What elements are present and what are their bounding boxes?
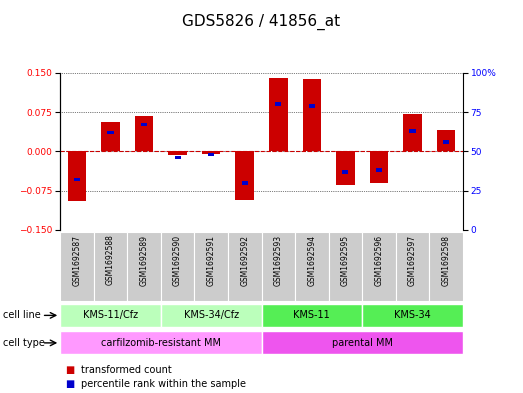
Bar — [362, 232, 396, 301]
Bar — [269, 78, 288, 151]
Bar — [141, 123, 147, 127]
Text: GSM1692595: GSM1692595 — [341, 235, 350, 286]
Text: GSM1692589: GSM1692589 — [140, 235, 149, 286]
Bar — [362, 304, 463, 327]
Text: GDS5826 / 41856_at: GDS5826 / 41856_at — [183, 14, 340, 30]
Text: GSM1692597: GSM1692597 — [408, 235, 417, 286]
Text: GSM1692596: GSM1692596 — [374, 235, 383, 286]
Text: transformed count: transformed count — [81, 365, 172, 375]
Text: ■: ■ — [65, 365, 75, 375]
Bar — [94, 232, 127, 301]
Text: GSM1692587: GSM1692587 — [72, 235, 82, 286]
Bar — [161, 304, 262, 327]
Text: GSM1692592: GSM1692592 — [240, 235, 249, 286]
Bar — [168, 151, 187, 156]
Bar — [336, 151, 355, 185]
Bar — [202, 151, 220, 154]
Text: GSM1692593: GSM1692593 — [274, 235, 283, 286]
Bar — [195, 232, 228, 301]
Bar — [60, 232, 94, 301]
Bar — [328, 232, 362, 301]
Bar — [208, 152, 214, 156]
Bar — [60, 331, 262, 354]
Bar — [295, 232, 328, 301]
Bar — [309, 104, 315, 108]
Bar — [161, 232, 195, 301]
Bar — [443, 140, 449, 144]
Text: cell type: cell type — [3, 338, 44, 348]
Bar — [175, 156, 180, 160]
Text: GSM1692591: GSM1692591 — [207, 235, 215, 286]
Bar — [101, 123, 120, 151]
Bar — [410, 129, 416, 133]
Text: GSM1692594: GSM1692594 — [308, 235, 316, 286]
Bar — [235, 151, 254, 200]
Text: parental MM: parental MM — [332, 338, 393, 348]
Bar — [107, 130, 113, 134]
Bar — [275, 102, 281, 106]
Bar — [343, 170, 348, 174]
Text: KMS-34: KMS-34 — [394, 310, 431, 320]
Bar — [60, 304, 161, 327]
Bar — [262, 331, 463, 354]
Text: ■: ■ — [65, 379, 75, 389]
Bar — [303, 79, 321, 151]
Text: GSM1692588: GSM1692588 — [106, 235, 115, 285]
Text: percentile rank within the sample: percentile rank within the sample — [81, 379, 246, 389]
Bar — [370, 151, 388, 183]
Bar — [262, 232, 295, 301]
Text: cell line: cell line — [3, 310, 40, 320]
Bar — [242, 181, 248, 185]
Bar — [262, 304, 362, 327]
Bar — [396, 232, 429, 301]
Bar — [376, 168, 382, 172]
Bar — [74, 178, 80, 182]
Text: carfilzomib-resistant MM: carfilzomib-resistant MM — [101, 338, 221, 348]
Bar — [437, 130, 456, 151]
Bar — [135, 116, 153, 151]
Bar — [228, 232, 262, 301]
Text: KMS-11: KMS-11 — [293, 310, 330, 320]
Text: GSM1692598: GSM1692598 — [441, 235, 451, 286]
Bar — [429, 232, 463, 301]
Text: KMS-34/Cfz: KMS-34/Cfz — [184, 310, 238, 320]
Text: KMS-11/Cfz: KMS-11/Cfz — [83, 310, 138, 320]
Text: GSM1692590: GSM1692590 — [173, 235, 182, 286]
Bar — [403, 114, 422, 151]
Bar — [127, 232, 161, 301]
Bar — [67, 151, 86, 201]
